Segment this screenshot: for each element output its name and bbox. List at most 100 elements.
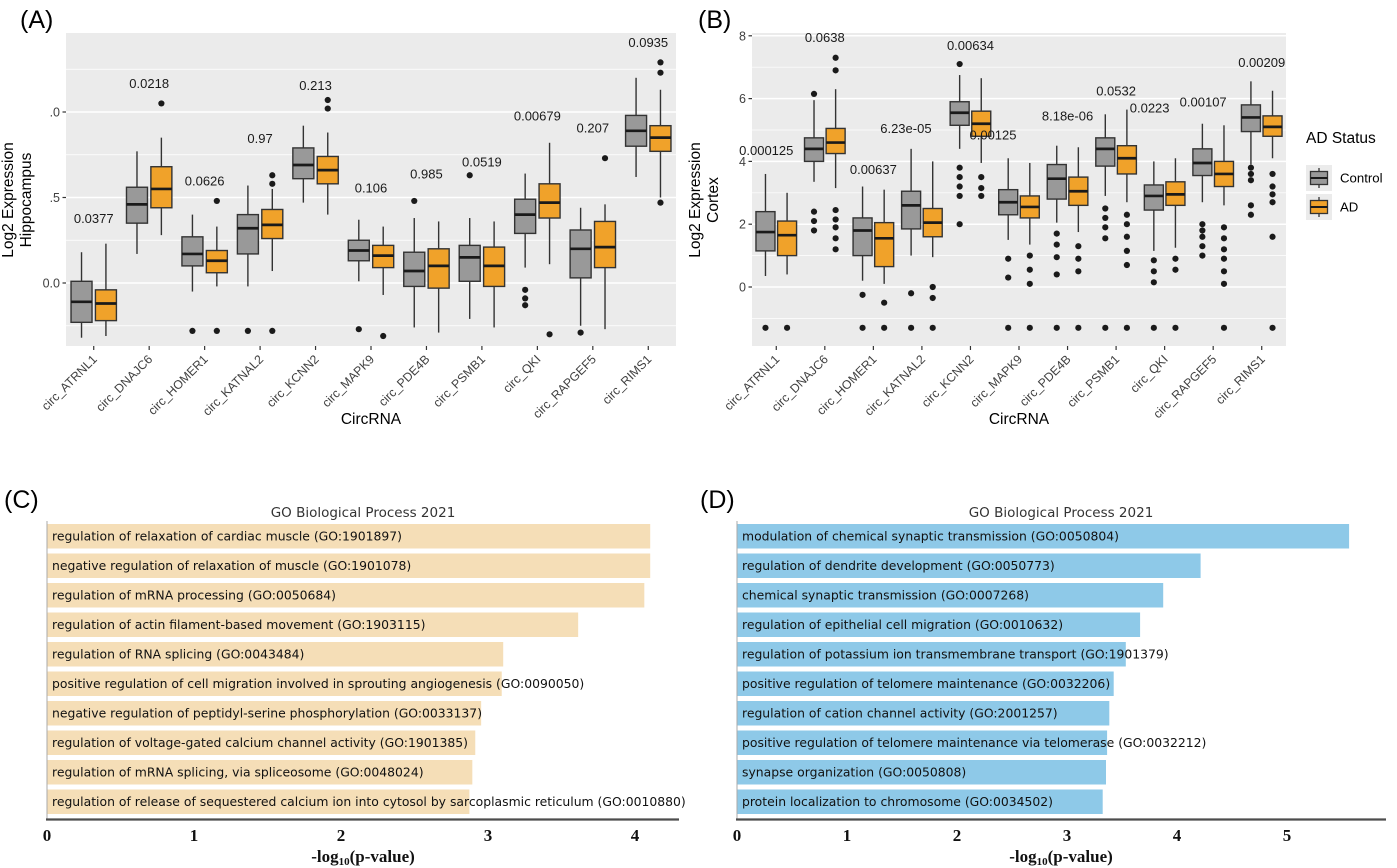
x-tick-label: 4	[1173, 826, 1182, 845]
bar-label: regulation of voltage-gated calcium chan…	[52, 735, 468, 750]
x-category-label: circ_KCNN2	[264, 352, 322, 410]
bar-row: regulation of potassium ion transmembran…	[737, 642, 1169, 667]
outlier-dot	[1172, 266, 1179, 273]
bar-label: regulation of dendrite development (GO:0…	[742, 558, 1055, 573]
bar-label: regulation of release of sequestered cal…	[52, 794, 686, 809]
box-control	[347, 219, 370, 333]
box-control	[803, 90, 825, 234]
box-control	[1095, 114, 1116, 331]
bar	[47, 701, 482, 726]
x-category-label: circ_MAPK9	[967, 352, 1025, 410]
bar-label: regulation of actin filament-based movem…	[52, 617, 425, 632]
bar	[737, 524, 1350, 549]
box-control	[755, 173, 776, 331]
bar	[737, 553, 1201, 578]
box-rect	[236, 213, 260, 255]
outlier-dot	[1123, 324, 1130, 331]
outlier-dot	[832, 54, 839, 61]
box-control	[181, 214, 204, 334]
bar	[47, 612, 579, 637]
bar	[47, 760, 473, 785]
p-value-label: 8.18e-06	[1042, 109, 1093, 124]
outlier-dot	[929, 294, 936, 302]
outlier-dot	[1269, 233, 1276, 240]
outlier-dot	[1220, 235, 1228, 242]
y-tick-label: 6	[739, 92, 746, 106]
bar-label: chemical synaptic transmission (GO:00072…	[742, 588, 1029, 603]
box-ad	[372, 226, 395, 340]
outlier-dot	[1269, 199, 1276, 206]
box-rect	[94, 289, 118, 322]
outlier-dot	[1220, 280, 1228, 287]
outlier-dot	[978, 192, 985, 200]
box-rect	[825, 127, 846, 155]
box-rect	[427, 248, 450, 289]
box-control	[624, 77, 648, 177]
legend-item-ad: AD	[1306, 194, 1358, 220]
box-rect	[1046, 163, 1067, 200]
p-value-label: 0.00679	[514, 109, 561, 124]
p-value-label: 0.106	[355, 180, 388, 195]
bar-panel-c: GO Biological Process 2021 regulation of …	[43, 505, 686, 868]
bar-label: regulation of epithelial cell migration …	[742, 617, 1063, 632]
box-control	[236, 185, 260, 334]
box-ad	[261, 172, 284, 334]
outlier-dot	[1026, 252, 1033, 259]
panel-label-b: (B)	[698, 6, 732, 34]
outlier-dot	[522, 295, 529, 302]
outlier-dot	[522, 286, 529, 293]
outlier-dot	[1150, 279, 1157, 286]
x-tick-label: 1	[190, 826, 199, 845]
bar-row: regulation of release of sequestered cal…	[47, 789, 686, 814]
outlier-dot	[269, 180, 276, 187]
bar-row: regulation of mRNA splicing, via spliceo…	[47, 760, 473, 785]
outlier-dot	[908, 290, 915, 297]
bar-label: regulation of RNA splicing (GO:0043484)	[52, 647, 304, 662]
outlier-dot	[1247, 202, 1255, 209]
bar-label: regulation of potassium ion transmembran…	[742, 647, 1169, 662]
outlier-dot	[810, 90, 818, 97]
box-rect	[569, 229, 592, 279]
outlier-dot	[657, 59, 664, 66]
legend-item-label: AD	[1340, 200, 1358, 215]
box-ad	[1262, 90, 1283, 331]
x-tick-label: 2	[337, 826, 346, 845]
outlier-dot	[1053, 324, 1060, 331]
bar	[737, 642, 1126, 667]
x-category-label: circ_QKI	[500, 352, 543, 395]
legend-title: AD Status	[1306, 130, 1376, 147]
y-tick-label: .0	[50, 106, 60, 120]
x-tick-label: 3	[484, 826, 493, 845]
box-rect	[1116, 144, 1138, 175]
x-tick-label: 5	[1283, 826, 1292, 845]
box-rect	[1143, 184, 1165, 211]
chart-title: GO Biological Process 2021	[271, 505, 456, 521]
outlier-dot	[881, 324, 888, 331]
x-axis-title: -log10(p-value)	[311, 847, 415, 868]
box-rect	[538, 183, 561, 219]
box-ad	[205, 197, 229, 334]
outlier-dot	[213, 197, 220, 205]
outlier-dot	[956, 60, 963, 68]
outlier-dot	[1220, 224, 1228, 231]
box-ad	[922, 161, 943, 331]
outlier-dot	[881, 299, 888, 306]
x-category-label: circ_DNAJC6	[93, 352, 155, 414]
outlier-dot	[1220, 268, 1228, 275]
boxplot-panel-a: .0 .5 0.0 circ_ATRNL1 0.0377 circ_DNAJC6 0.021…	[0, 33, 676, 428]
x-category-label: circ_MAPK9	[319, 352, 377, 410]
x-axis-title: CircRNA	[989, 411, 1050, 428]
outlier-dot	[832, 206, 839, 214]
bar	[47, 671, 502, 696]
outlier-dot	[1053, 254, 1060, 261]
outlier-dot	[1075, 324, 1082, 331]
outlier-dot	[1247, 211, 1255, 218]
x-tick-label: 0	[43, 826, 52, 845]
outlier-dot	[1269, 191, 1276, 198]
y-tick-label: 0	[739, 281, 746, 295]
box-ad	[316, 96, 339, 215]
bar	[47, 553, 651, 578]
x-category-label: circ_ATRNL1	[39, 352, 100, 413]
outlier-dot	[324, 96, 331, 104]
outlier-dot	[1199, 243, 1206, 250]
